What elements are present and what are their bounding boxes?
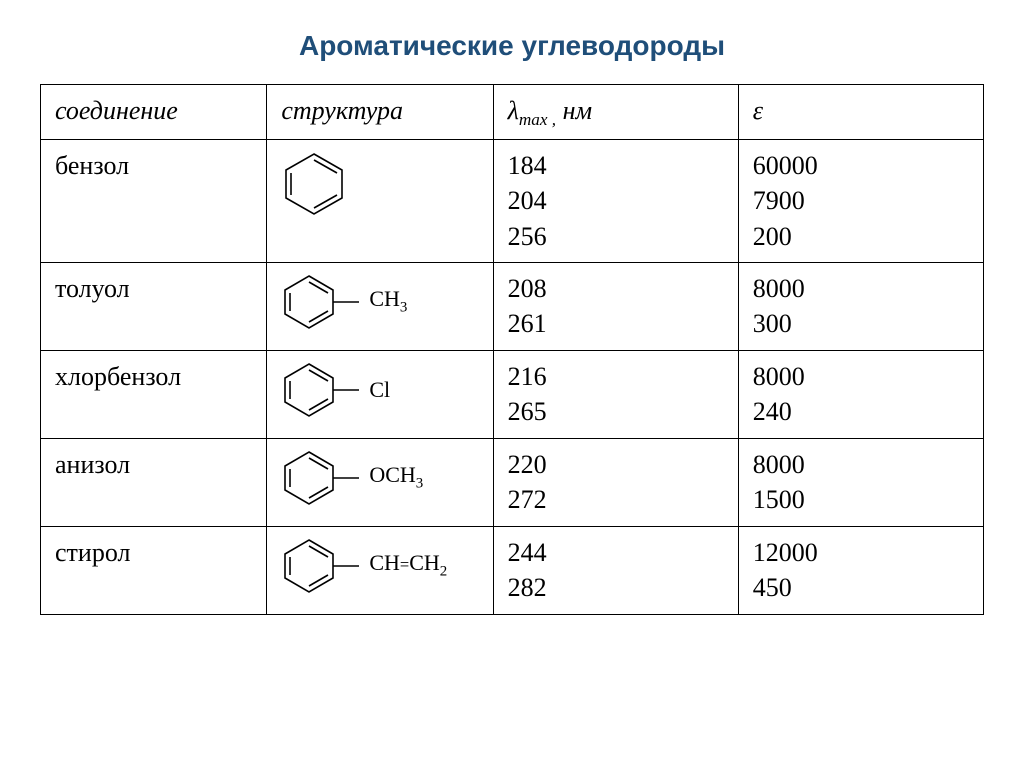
aromatics-table: соединение структура λmax , нм ε бензол xyxy=(40,84,984,615)
table-row: бензол 184 204 256 xyxy=(41,140,984,262)
substituent-label: CH=CH2 xyxy=(369,552,447,579)
table-row: хлорбензол Cl 216 xyxy=(41,350,984,438)
col-structure: структура xyxy=(267,85,493,140)
epsilon-values: 8000 300 xyxy=(738,262,983,350)
lambda-values: 184 204 256 xyxy=(493,140,738,262)
benzene-icon xyxy=(281,447,365,509)
benzene-icon xyxy=(281,535,365,597)
value: 256 xyxy=(508,222,547,251)
value: 60000 xyxy=(753,151,818,180)
table-row: толуол CH3 208 261 xyxy=(41,262,984,350)
value: 282 xyxy=(508,573,547,602)
value: 200 xyxy=(753,222,792,251)
value: 12000 xyxy=(753,538,818,567)
table-row: стирол CH=CH2 244 xyxy=(41,526,984,614)
value: 208 xyxy=(508,274,547,303)
col-compound: соединение xyxy=(41,85,267,140)
lambda-values: 244 282 xyxy=(493,526,738,614)
compound-name: стирол xyxy=(41,526,267,614)
structure-cell: CH3 xyxy=(267,262,493,350)
structure-cell: Cl xyxy=(267,350,493,438)
value: 8000 xyxy=(753,362,805,391)
compound-name: хлорбензол xyxy=(41,350,267,438)
page-title: Ароматические углеводороды xyxy=(40,30,984,62)
value: 7900 xyxy=(753,186,805,215)
value: 450 xyxy=(753,573,792,602)
value: 220 xyxy=(508,450,547,479)
structure-cell: CH=CH2 xyxy=(267,526,493,614)
epsilon-values: 60000 7900 200 xyxy=(738,140,983,262)
col-epsilon: ε xyxy=(738,85,983,140)
lambda-values: 208 261 xyxy=(493,262,738,350)
value: 265 xyxy=(508,397,547,426)
compound-name: бензол xyxy=(41,140,267,262)
value: 184 xyxy=(508,151,547,180)
value: 8000 xyxy=(753,450,805,479)
lambda-values: 216 265 xyxy=(493,350,738,438)
value: 300 xyxy=(753,309,792,338)
value: 240 xyxy=(753,397,792,426)
value: 8000 xyxy=(753,274,805,303)
compound-name: анизол xyxy=(41,438,267,526)
epsilon-values: 12000 450 xyxy=(738,526,983,614)
substituent-label: OCH3 xyxy=(369,464,423,491)
epsilon-values: 8000 1500 xyxy=(738,438,983,526)
benzene-icon xyxy=(281,271,365,333)
value: 204 xyxy=(508,186,547,215)
compound-name: толуол xyxy=(41,262,267,350)
benzene-icon xyxy=(281,148,347,220)
table-header-row: соединение структура λmax , нм ε xyxy=(41,85,984,140)
lambda-unit: нм xyxy=(556,96,592,125)
value: 272 xyxy=(508,485,547,514)
lambda-sub: max , xyxy=(519,110,556,129)
value: 1500 xyxy=(753,485,805,514)
structure-cell xyxy=(267,140,493,262)
lambda-symbol: λ xyxy=(508,96,519,125)
value: 216 xyxy=(508,362,547,391)
value: 244 xyxy=(508,538,547,567)
table-row: анизол OCH3 220 27 xyxy=(41,438,984,526)
benzene-icon xyxy=(281,359,365,421)
col-lambda: λmax , нм xyxy=(493,85,738,140)
lambda-values: 220 272 xyxy=(493,438,738,526)
substituent-label: Cl xyxy=(369,379,390,401)
value: 261 xyxy=(508,309,547,338)
epsilon-values: 8000 240 xyxy=(738,350,983,438)
structure-cell: OCH3 xyxy=(267,438,493,526)
substituent-label: CH3 xyxy=(369,288,407,315)
